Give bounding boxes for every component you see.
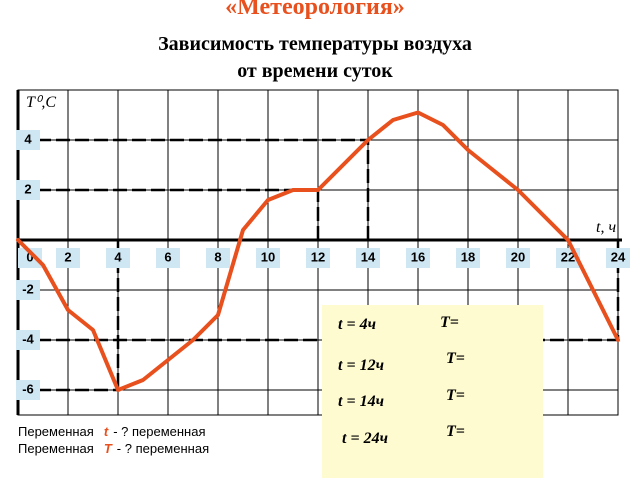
- tick-box: [16, 180, 40, 200]
- note: Переменная T - ? переменная: [18, 441, 209, 456]
- tick-label: 4: [24, 131, 32, 146]
- tick-box: [16, 330, 40, 350]
- tick-box: [406, 248, 430, 268]
- note-variable: t: [104, 424, 109, 439]
- tick-label: 14: [361, 249, 376, 264]
- tick-box: [206, 248, 230, 268]
- tick-box: [256, 248, 280, 268]
- note: Переменная t - ? переменная: [18, 424, 206, 439]
- tick-box: [506, 248, 530, 268]
- subtitle: от времени суток: [237, 60, 393, 82]
- tick-label: 4: [114, 249, 122, 264]
- tick-box: [56, 248, 80, 268]
- tick-box: [606, 248, 630, 268]
- tick-label: 10: [261, 249, 275, 264]
- question-temp: T=: [440, 314, 459, 331]
- subtitle: Зависимость температуры воздуха: [158, 33, 472, 55]
- note-text: Переменная: [18, 424, 94, 439]
- tick-label: -2: [22, 281, 34, 296]
- tick-box: [456, 248, 480, 268]
- temperature-line: [16, 110, 620, 392]
- question-box: [322, 305, 543, 478]
- tick-box: [356, 248, 380, 268]
- note-text: - ? переменная: [117, 441, 209, 456]
- question-time: t = 24ч: [342, 430, 388, 447]
- note-text: Переменная: [18, 441, 94, 456]
- tick-box: [16, 280, 40, 300]
- tick-label: 24: [611, 249, 626, 264]
- tick-box: [18, 248, 42, 268]
- tick-box: [16, 130, 40, 150]
- question-temp: T=: [446, 387, 465, 404]
- tick-box: [16, 380, 40, 400]
- question-time: t = 12ч: [338, 357, 384, 374]
- question-temp: T=: [446, 423, 465, 440]
- tick-label: 2: [64, 249, 71, 264]
- tick-label: 20: [511, 249, 525, 264]
- title: «Метеорология»: [225, 0, 405, 20]
- tick-label: 6: [164, 249, 171, 264]
- tick-label: 0: [26, 249, 33, 264]
- tick-label: 18: [461, 249, 475, 264]
- tick-box: [156, 248, 180, 268]
- question-temp: T=: [446, 350, 465, 367]
- tick-label: 12: [311, 249, 325, 264]
- question-time: t = 4ч: [338, 316, 376, 333]
- y-axis-label: T⁰,C: [26, 94, 56, 111]
- note-text: - ? переменная: [113, 424, 205, 439]
- tick-box: [106, 248, 130, 268]
- tick-label: -6: [22, 381, 34, 396]
- tick-box: [306, 248, 330, 268]
- tick-label: 2: [24, 181, 31, 196]
- note-variable: T: [104, 441, 113, 456]
- x-axis-label: t, ч: [596, 219, 616, 236]
- tick-label: 16: [411, 249, 425, 264]
- tick-label: 22: [561, 249, 575, 264]
- tick-label: 8: [214, 249, 221, 264]
- tick-label: -4: [22, 331, 34, 346]
- question-time: t = 14ч: [338, 393, 384, 410]
